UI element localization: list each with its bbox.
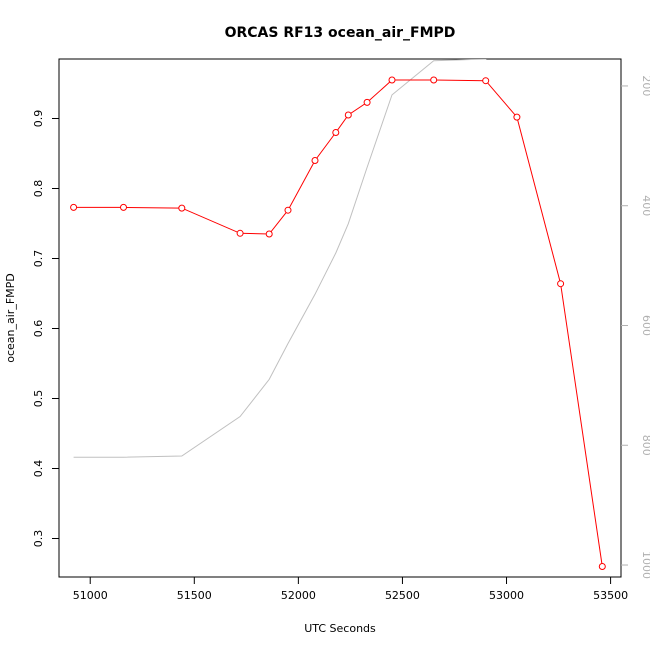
x-axis: 51000 51500 52000 52500 53000 53500 [73,577,628,602]
y-tick-label: 0.7 [32,250,45,268]
y2-tick-label: 600 [640,315,650,336]
data-point [598,563,606,570]
data-point [120,203,127,211]
secondary-series-line [73,59,487,458]
data-point [284,206,292,214]
data-point [344,111,352,119]
secondary-y-axis: 200 400 600 800 1000 [621,75,650,579]
y-tick-label: 0.5 [32,390,45,408]
data-point [70,203,78,211]
x-tick-label: 52500 [385,589,420,602]
x-tick-label: 51000 [73,589,108,602]
y-tick-label: 0.3 [32,530,45,548]
x-tick-label: 52000 [281,589,316,602]
data-point [513,113,521,121]
y-axis: 0.3 0.4 0.5 0.6 0.7 0.8 0.9 [32,110,59,548]
data-point [332,129,340,136]
y2-tick-label: 200 [640,75,650,96]
y-axis-label: ocean_air_FMPD [4,273,17,363]
y-tick-label: 0.6 [32,320,45,338]
secondary-series-layer [73,59,487,458]
data-point [311,157,319,164]
data-point [388,76,396,84]
x-tick-label: 51500 [177,589,212,602]
data-point [482,77,490,85]
data-point [430,76,438,84]
x-tick-label: 53500 [593,589,628,602]
data-point [265,230,273,238]
y2-tick-label: 1000 [640,551,650,579]
chart-title: ORCAS RF13 ocean_air_FMPD [225,25,456,41]
y-tick-label: 0.9 [32,110,45,128]
y2-tick-label: 400 [640,195,650,216]
x-axis-label: UTC Seconds [304,622,376,635]
data-point [178,204,186,212]
main-series-line [73,79,603,567]
data-point [236,229,244,237]
x-tick-label: 53000 [489,589,524,602]
y2-tick-label: 800 [640,435,650,456]
y-tick-label: 0.4 [32,460,45,478]
y-tick-label: 0.8 [32,180,45,198]
plot-frame [58,58,622,578]
main-series-layer [70,76,606,570]
data-point [363,98,371,106]
data-point [557,280,565,288]
